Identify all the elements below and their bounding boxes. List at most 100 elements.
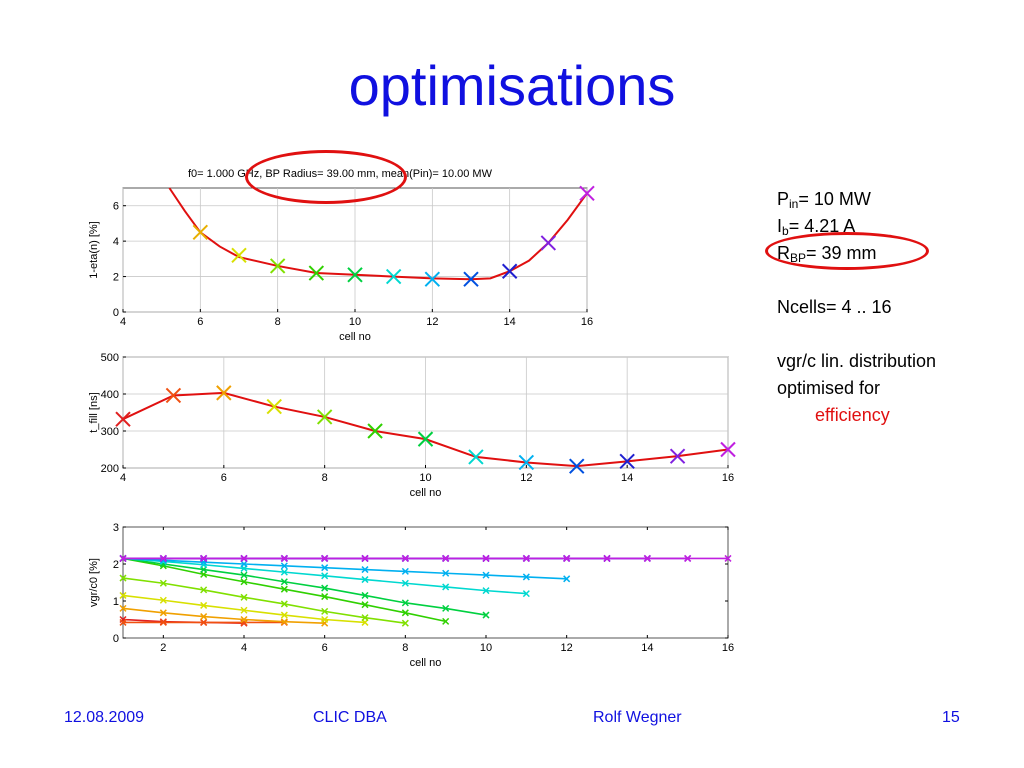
chart3-x-tick-label: 14: [641, 642, 653, 654]
chart3-series-n11-point-stroke-b: [280, 568, 288, 576]
rbp-highlight: [765, 232, 929, 270]
chart3-series-n10-point: [401, 599, 409, 607]
chart3-y-axis-label: vgr/c0 [%]: [88, 558, 100, 607]
chart3-series-n11-point-stroke-b: [361, 576, 369, 584]
pin-line: Pin= 10 MW: [777, 189, 871, 211]
chart3-series-n16-point: [119, 554, 127, 562]
chart3-x-tick-label: 4: [241, 642, 247, 654]
chart3-series-n11-point: [280, 568, 288, 576]
chart2-marker-n8: [316, 409, 333, 425]
chart3-series-n10-point: [442, 604, 450, 612]
chart3-series-n16-point: [563, 554, 571, 562]
chart3-series-n16-point: [159, 554, 167, 562]
chart3-series-n12-point: [482, 571, 490, 579]
chart1-x-axis-label: cell no: [339, 331, 371, 343]
chart3-series-n11-point-stroke-b: [321, 572, 329, 580]
slide-title: optimisations: [348, 54, 676, 117]
chart1-marker-n7: [231, 247, 247, 264]
chart3-series-n16-point: [321, 554, 329, 562]
chart3-series-n7-point-stroke-b: [321, 615, 329, 624]
chart3-series-n6-point-stroke-b: [119, 604, 127, 612]
chart3-series-n5-point-stroke-b: [159, 618, 167, 626]
chart2-x-tick-label: 10: [419, 472, 431, 484]
chart3-series-n11-point-stroke-b: [522, 590, 530, 598]
chart3-series-n6-point-stroke-b: [240, 615, 248, 624]
chart3-series-n16-point-stroke-b: [361, 554, 369, 562]
chart1-marker-n13-stroke-b: [463, 271, 479, 287]
chart3-series-n10-point-stroke-b: [240, 571, 248, 579]
chart1-marker-n6-stroke-b: [192, 224, 209, 240]
chart3-series-n16-point: [603, 554, 611, 562]
chart2-marker-n12: [518, 454, 535, 471]
chart1-marker-n8: [269, 258, 286, 274]
chart3-series-n9-point: [280, 585, 288, 593]
chart3-series-n7-point-stroke-b: [119, 591, 127, 599]
chart3-y-tick-label: 0: [113, 633, 119, 645]
chart1-marker-n10-stroke-b: [347, 267, 363, 283]
chart3-series-n5-point: [159, 618, 167, 626]
chart3-series-n16-point: [240, 554, 248, 562]
chart3-x-tick-label: 6: [322, 642, 328, 654]
chart3-series-n16-point-stroke-b: [563, 554, 571, 562]
chart2-marker-n16: [720, 441, 736, 458]
chart1-x-tick-label: 10: [349, 316, 361, 328]
chart3-series-n16-point-stroke-b: [240, 554, 248, 562]
chart3-series-n16-point: [643, 554, 651, 562]
chart3-series-n11-point: [321, 572, 329, 580]
chart3-series-n12-point-stroke-b: [280, 562, 288, 570]
chart3-series-n10-point: [321, 584, 329, 592]
chart3-series-n10-point-stroke-b: [401, 599, 409, 607]
chart1-marker-n9: [308, 265, 325, 281]
chart3-series-n9-point-stroke-b: [240, 578, 248, 586]
chart3-series-n8-point: [280, 600, 288, 608]
chart2-marker-n5: [165, 387, 182, 404]
chart1-marker-n10: [347, 267, 363, 283]
chart3-series-n7-point: [321, 615, 329, 624]
chart3-series-n6: [122, 607, 325, 624]
chart3-series-n8-point-stroke-b: [361, 614, 369, 622]
chart2-marker-n9: [367, 423, 383, 439]
chart3-series-n11-point-stroke-b: [401, 579, 409, 587]
chart3-series-n11-point-stroke-b: [482, 587, 490, 595]
chart2-marker-n10: [417, 431, 434, 447]
chart3-series-n7-point: [240, 606, 248, 614]
chart3-series-n8-point-stroke-b: [200, 586, 208, 594]
chart1-x-tick-label: 14: [504, 316, 516, 328]
chart3-series-n6-point-stroke-b: [200, 613, 208, 621]
footer-page-number: 15: [942, 709, 960, 726]
chart3-series-n12-point: [442, 569, 450, 577]
chart3-series-n16-point: [401, 554, 409, 562]
chart2-marker-n10-stroke-b: [417, 431, 434, 447]
chart1-marker-n12-stroke-b: [424, 271, 441, 287]
chart3-series-n7-point-stroke-b: [200, 601, 208, 609]
chart3-series-n9-point: [442, 617, 450, 625]
chart1-x-tick-label: 8: [275, 316, 281, 328]
chart3-x-axis-label: cell no: [410, 657, 442, 669]
parameter-notes: Pin= 10 MW Ib= 4.21 A RBP= 39 mm Ncells=…: [777, 186, 936, 429]
chart2-x-tick-label: 8: [322, 472, 328, 484]
chart3-series-n7-point: [119, 591, 127, 599]
bp-radius-highlight: [245, 150, 407, 204]
chart2-x-tick-label: 6: [221, 472, 227, 484]
chart2-marker-n4: [115, 411, 131, 427]
rbp-line: RBP= 39 mm: [777, 243, 877, 265]
chart2-marker-n12-stroke-b: [518, 454, 535, 471]
chart3-series-n12: [122, 557, 567, 580]
chart3-x-tick-label: 16: [722, 642, 734, 654]
chart3-series-n9-point-stroke-b: [280, 585, 288, 593]
chart1-y-tick-label: 6: [113, 201, 119, 213]
chart2-y-tick-label: 200: [101, 463, 119, 475]
chart3-series-n8-point: [240, 593, 248, 601]
chart3-series-n12-point-stroke-b: [563, 575, 571, 583]
chart2-y-tick-label: 300: [101, 426, 119, 438]
chart1-marker-n9-stroke-b: [308, 265, 325, 281]
vgr-line-1: vgr/c lin. distribution: [777, 351, 937, 371]
chart2-marker-n6: [216, 385, 232, 401]
chart3-series-n6-point: [200, 613, 208, 621]
chart2-y-tick-label: 500: [101, 352, 119, 364]
chart2-marker-n11-stroke-b: [468, 449, 484, 465]
chart2-y-tick-label: 400: [101, 389, 119, 401]
chart2-marker-n4-stroke-b: [115, 411, 131, 427]
chart3-series-n16-point-stroke-b: [522, 554, 530, 562]
